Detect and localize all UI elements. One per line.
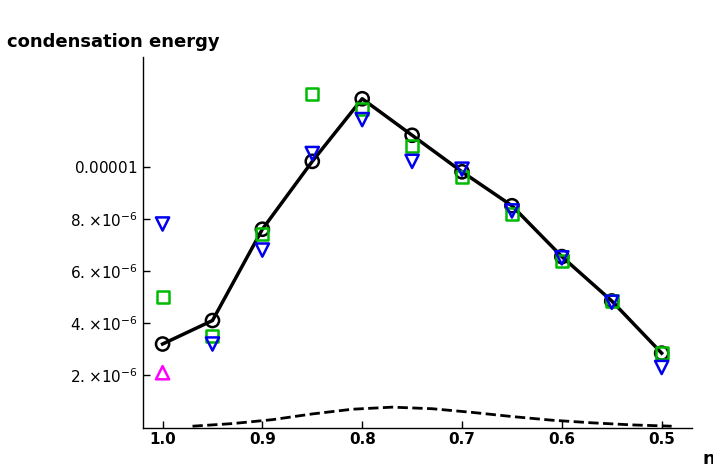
Point bbox=[307, 150, 318, 157]
Point bbox=[257, 231, 268, 238]
Point bbox=[356, 95, 368, 103]
Point bbox=[556, 254, 568, 262]
Point bbox=[656, 349, 667, 357]
Point bbox=[656, 349, 667, 357]
Point bbox=[456, 165, 468, 173]
Point bbox=[506, 210, 518, 218]
Point bbox=[207, 317, 218, 324]
Point bbox=[307, 158, 318, 165]
Point bbox=[556, 256, 568, 264]
Point bbox=[606, 297, 617, 305]
Point bbox=[307, 90, 318, 97]
Point bbox=[406, 132, 418, 139]
Point bbox=[356, 116, 368, 124]
Point bbox=[207, 332, 218, 340]
Point bbox=[656, 364, 667, 371]
Text: condensation energy: condensation energy bbox=[7, 33, 220, 51]
Point bbox=[456, 168, 468, 176]
Point bbox=[606, 297, 617, 305]
Text: n: n bbox=[702, 450, 713, 468]
Point bbox=[257, 246, 268, 254]
Point bbox=[157, 369, 168, 377]
Point bbox=[406, 158, 418, 165]
Point bbox=[157, 293, 168, 301]
Point bbox=[606, 298, 617, 306]
Point bbox=[506, 202, 518, 209]
Point bbox=[207, 340, 218, 348]
Point bbox=[157, 220, 168, 228]
Point bbox=[406, 142, 418, 150]
Point bbox=[356, 105, 368, 113]
Point bbox=[506, 207, 518, 215]
Point bbox=[257, 226, 268, 233]
Point bbox=[556, 253, 568, 260]
Point bbox=[456, 173, 468, 181]
Point bbox=[157, 340, 168, 348]
